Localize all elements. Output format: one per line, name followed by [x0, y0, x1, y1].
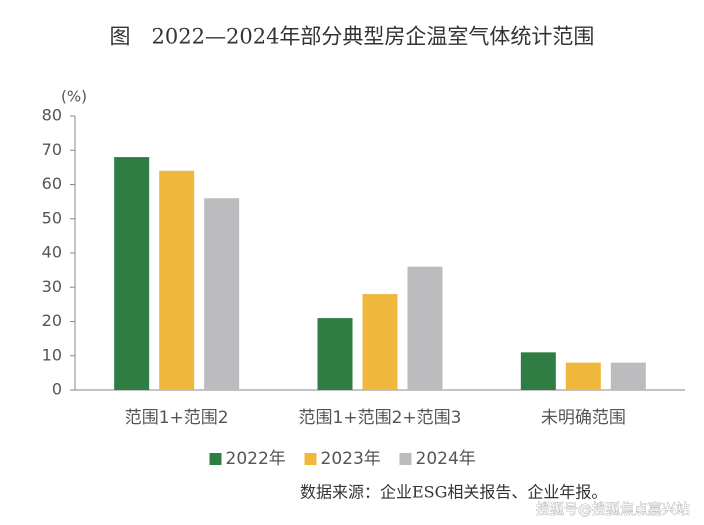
bar [565, 362, 601, 390]
legend-label: 2023年 [321, 449, 381, 469]
x-tick-label: 未明确范围 [541, 408, 626, 428]
bar [204, 198, 240, 390]
y-tick-label: 40 [42, 243, 62, 262]
y-tick-label: 80 [42, 106, 62, 125]
y-tick-label: 60 [42, 174, 62, 193]
legend-swatch [209, 453, 222, 465]
source-note: 数据来源：企业ESG相关报告、企业年报。 [300, 483, 607, 502]
bar [159, 170, 195, 390]
bar [114, 157, 150, 390]
chart-title: 图 2022—2024年部分典型房企温室气体统计范围 [110, 25, 595, 49]
bar [520, 352, 556, 390]
x-tick-label: 范围1+范围2 [125, 408, 229, 428]
watermark: 搜狐号@搜狐焦点嘉兴站 [536, 502, 690, 518]
x-tick-label: 范围1+范围2+范围3 [299, 408, 462, 428]
y-tick-label: 0 [52, 380, 62, 399]
y-tick-label: 50 [42, 208, 62, 227]
y-tick-label: 70 [42, 140, 62, 159]
legend-swatch [399, 453, 412, 465]
y-tick-label: 30 [42, 277, 62, 296]
legend-label: 2022年 [226, 449, 286, 469]
legend-label: 2024年 [416, 449, 476, 469]
bar [610, 362, 646, 390]
bar [407, 266, 443, 390]
y-tick-label: 20 [42, 311, 62, 330]
y-tick-label: 10 [42, 345, 62, 364]
legend-swatch [304, 453, 317, 465]
bar [362, 294, 398, 390]
y-unit: (%) [61, 88, 87, 106]
bar [317, 318, 353, 390]
